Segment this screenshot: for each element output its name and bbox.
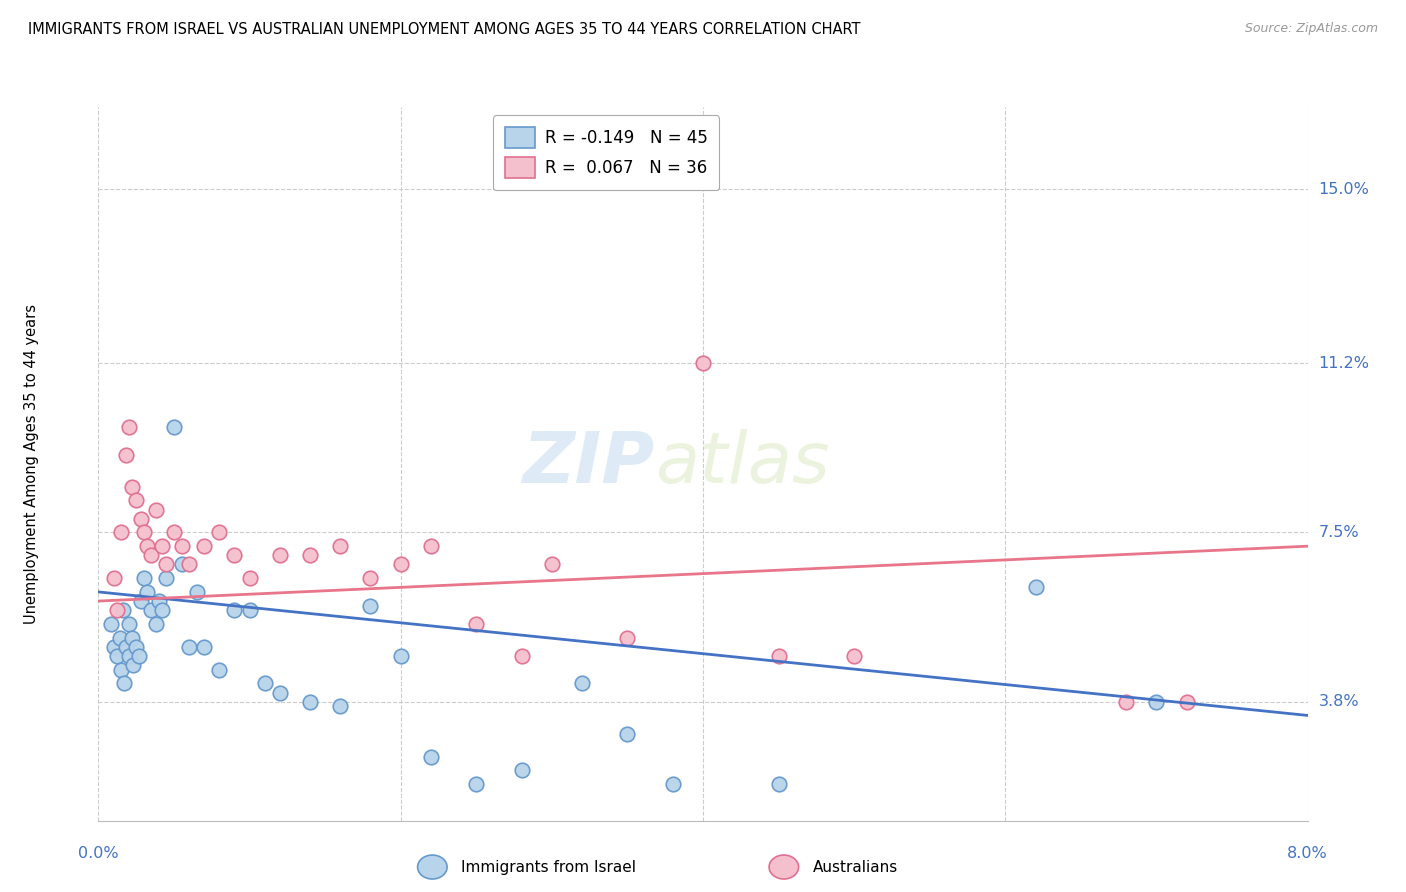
Point (114, 448, 136, 462)
Text: Australians: Australians (813, 860, 898, 874)
Point (616, 727, 638, 741)
Point (125, 640, 148, 654)
Text: Source: ZipAtlas.com: Source: ZipAtlas.com (1244, 22, 1378, 36)
Point (420, 539, 443, 553)
Point (193, 640, 215, 654)
Point (163, 420, 186, 434)
Point (114, 640, 136, 654)
Point (118, 420, 141, 434)
Point (112, 676, 135, 690)
Text: 0.0%: 0.0% (79, 846, 118, 861)
Point (148, 594, 170, 608)
Point (661, 777, 683, 791)
Point (329, 699, 352, 714)
Point (768, 777, 790, 791)
Text: 3.8%: 3.8% (1319, 694, 1360, 709)
Point (540, 558, 562, 572)
Point (269, 549, 291, 563)
Text: IMMIGRANTS FROM ISRAEL VS AUSTRALIAN UNEMPLOYMENT AMONG AGES 35 TO 44 YEARS CORR: IMMIGRANTS FROM ISRAEL VS AUSTRALIAN UNE… (28, 22, 860, 37)
Point (122, 658, 145, 673)
Point (108, 631, 131, 645)
Point (571, 676, 593, 690)
Point (360, 571, 382, 585)
Point (150, 603, 173, 617)
Point (193, 539, 215, 553)
Point (510, 648, 533, 663)
Point (389, 558, 412, 572)
Point (163, 525, 186, 540)
Point (145, 502, 167, 516)
Text: Unemployment Among Ages 35 to 44 years: Unemployment Among Ages 35 to 44 years (24, 304, 39, 624)
Point (105, 648, 128, 663)
Point (329, 539, 352, 553)
Point (141, 603, 163, 617)
Point (132, 525, 155, 540)
Point (132, 571, 155, 585)
Point (103, 640, 125, 654)
Text: ZIP: ZIP (523, 429, 655, 499)
Circle shape (769, 855, 799, 879)
Point (616, 631, 638, 645)
Point (135, 585, 157, 599)
Point (135, 539, 157, 553)
Text: 8.0%: 8.0% (1288, 846, 1327, 861)
Point (110, 663, 132, 677)
Point (170, 558, 193, 572)
Point (150, 539, 173, 553)
Point (465, 616, 488, 631)
Text: 11.2%: 11.2% (1319, 356, 1369, 371)
Point (121, 480, 143, 494)
Point (1115, 695, 1137, 709)
Point (239, 571, 262, 585)
Point (844, 648, 866, 663)
Circle shape (418, 855, 447, 879)
Point (177, 640, 201, 654)
Point (208, 525, 231, 540)
Point (1024, 580, 1046, 594)
Point (465, 777, 488, 791)
Point (141, 549, 163, 563)
Point (145, 616, 167, 631)
Point (105, 603, 128, 617)
Point (224, 603, 246, 617)
Point (129, 512, 152, 526)
Point (170, 539, 193, 553)
Point (1175, 695, 1198, 709)
Point (389, 648, 412, 663)
Point (111, 603, 134, 617)
Point (768, 648, 790, 663)
Text: 15.0%: 15.0% (1319, 182, 1369, 197)
Point (110, 525, 132, 540)
Legend: R = -0.149   N = 45, R =  0.067   N = 36: R = -0.149 N = 45, R = 0.067 N = 36 (494, 115, 720, 190)
Point (128, 648, 150, 663)
Point (692, 356, 714, 370)
Point (155, 571, 177, 585)
Point (177, 558, 201, 572)
Point (118, 616, 141, 631)
Point (100, 616, 122, 631)
Text: atlas: atlas (655, 429, 830, 499)
Point (298, 549, 321, 563)
Point (269, 685, 291, 699)
Text: Immigrants from Israel: Immigrants from Israel (461, 860, 636, 874)
Point (103, 571, 125, 585)
Point (1144, 695, 1167, 709)
Point (253, 676, 276, 690)
Point (298, 695, 321, 709)
Point (420, 749, 443, 764)
Point (121, 631, 143, 645)
Point (239, 603, 262, 617)
Text: 7.5%: 7.5% (1319, 525, 1360, 540)
Point (125, 493, 148, 508)
Point (155, 558, 177, 572)
Point (208, 663, 231, 677)
Point (186, 585, 208, 599)
Point (129, 594, 152, 608)
Point (510, 764, 533, 778)
Point (360, 599, 382, 613)
Point (118, 648, 141, 663)
Point (224, 549, 246, 563)
